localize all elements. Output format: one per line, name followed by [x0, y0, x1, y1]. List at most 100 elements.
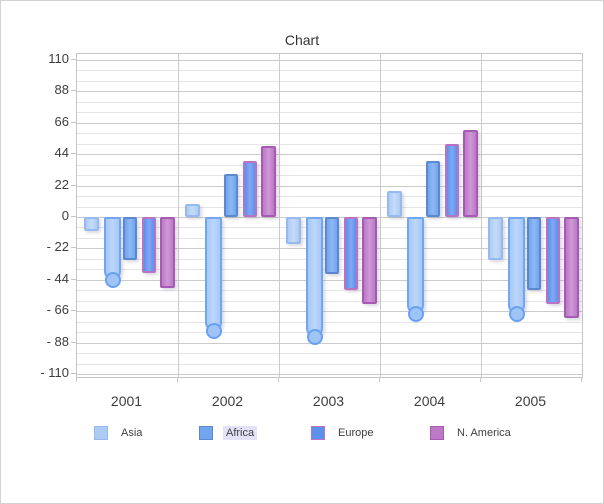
- minor-gridline: [77, 80, 582, 82]
- bar-europe-2001[interactable]: [142, 217, 156, 273]
- major-gridline: [77, 279, 582, 281]
- legend-label: Europe: [338, 427, 374, 439]
- y-axis-tick: [71, 184, 76, 186]
- legend-label: N. America: [457, 427, 511, 439]
- legend-item-asia[interactable]: Asia: [94, 426, 145, 440]
- category-separator-line: [279, 54, 280, 377]
- bar-cap-circle: [104, 271, 121, 288]
- chart-title: Chart: [284, 32, 320, 48]
- major-gridline: [77, 311, 582, 313]
- y-axis-tick: [71, 310, 76, 312]
- x-axis-label: 2004: [413, 393, 446, 409]
- bar-n-america-2003[interactable]: [362, 217, 377, 305]
- category-separator-line: [481, 54, 482, 377]
- minor-gridline: [77, 133, 582, 135]
- y-axis-tick: [71, 278, 76, 280]
- y-axis-label: 0: [61, 208, 69, 223]
- x-axis-label: 2005: [514, 393, 547, 409]
- bar-europe-2005[interactable]: [546, 217, 560, 305]
- legend-label: Asia: [121, 427, 143, 439]
- y-axis-tick: [71, 90, 76, 92]
- bar-n-america-2002[interactable]: [261, 145, 276, 217]
- y-axis-label: 66: [54, 113, 69, 129]
- y-axis-label: 22: [54, 176, 69, 192]
- major-gridline: [77, 342, 582, 344]
- bar-africa-2005[interactable]: [527, 217, 541, 290]
- bar-unlabeled-2004[interactable]: [407, 217, 424, 315]
- bar-n-america-2005[interactable]: [564, 217, 579, 319]
- legend-item-n-america[interactable]: N. America: [430, 426, 514, 440]
- bar-unlabeled-2003[interactable]: [306, 217, 323, 337]
- x-axis-tick: [177, 377, 178, 382]
- bar-asia-2001[interactable]: [84, 217, 99, 232]
- bar-asia-2003[interactable]: [286, 217, 301, 245]
- bar-unlabeled-2005[interactable]: [508, 217, 525, 315]
- major-gridline: [77, 185, 582, 187]
- minor-gridline: [77, 70, 582, 72]
- minor-gridline: [77, 290, 582, 292]
- y-axis-tick: [71, 216, 76, 217]
- y-axis-tick: [71, 247, 76, 249]
- bar-cap-circle: [508, 306, 525, 323]
- bar-cap-circle: [306, 328, 323, 345]
- x-axis-tick: [480, 377, 481, 382]
- bar-cap-circle: [205, 323, 222, 340]
- category-separator-line: [178, 54, 179, 377]
- y-axis-tick: [71, 58, 76, 60]
- y-axis-label: - 22: [46, 239, 69, 255]
- bar-europe-2002[interactable]: [243, 161, 257, 217]
- bar-cap-circle: [407, 306, 424, 323]
- minor-gridline: [77, 332, 582, 334]
- bar-africa-2001[interactable]: [123, 217, 137, 260]
- minor-gridline: [77, 164, 582, 166]
- bar-unlabeled-2002[interactable]: [205, 217, 222, 332]
- legend-item-europe[interactable]: Europe: [311, 426, 376, 440]
- bar-unlabeled-2001[interactable]: [104, 217, 121, 280]
- y-axis-label: 88: [54, 82, 69, 98]
- minor-gridline: [77, 175, 582, 177]
- x-axis-tick: [278, 377, 279, 382]
- bar-n-america-2001[interactable]: [160, 217, 175, 289]
- major-gridline: [77, 374, 582, 375]
- y-axis-label: - 88: [46, 333, 69, 349]
- y-axis-tick: [71, 121, 76, 123]
- legend-label: Africa: [223, 426, 258, 440]
- minor-gridline: [77, 300, 582, 302]
- category-separator-line: [380, 54, 381, 377]
- legend-swatch-africa: [199, 426, 213, 440]
- bar-africa-2004[interactable]: [426, 161, 440, 217]
- minor-gridline: [77, 143, 582, 145]
- bar-europe-2004[interactable]: [445, 144, 459, 217]
- bar-asia-2005[interactable]: [488, 217, 503, 260]
- major-gridline: [77, 154, 582, 156]
- minor-gridline: [77, 101, 582, 103]
- y-axis-label: 110: [48, 50, 69, 66]
- legend-item-africa[interactable]: Africa: [199, 426, 258, 440]
- bar-africa-2003[interactable]: [325, 217, 339, 275]
- minor-gridline: [77, 196, 582, 198]
- y-axis-label: - 110: [40, 365, 69, 380]
- y-axis-label: - 44: [46, 270, 69, 286]
- legend-swatch-n-america: [430, 426, 444, 440]
- x-axis-tick: [76, 377, 77, 382]
- minor-gridline: [77, 363, 582, 365]
- y-axis-label: - 66: [46, 302, 69, 318]
- minor-gridline: [77, 112, 582, 114]
- y-axis-tick: [71, 153, 76, 155]
- major-gridline: [77, 122, 582, 124]
- minor-gridline: [77, 206, 582, 208]
- bar-asia-2004[interactable]: [387, 191, 402, 217]
- x-axis-label: 2003: [312, 393, 345, 409]
- bar-africa-2002[interactable]: [224, 174, 238, 217]
- major-gridline: [77, 59, 582, 61]
- bar-n-america-2004[interactable]: [463, 129, 478, 217]
- x-axis-tick: [581, 377, 582, 382]
- minor-gridline: [77, 321, 582, 323]
- legend-swatch-europe: [311, 426, 325, 440]
- x-axis-label: 2002: [211, 393, 244, 409]
- x-axis-tick: [379, 377, 380, 382]
- bar-europe-2003[interactable]: [344, 217, 358, 290]
- x-axis-label: 2001: [110, 393, 143, 409]
- bar-asia-2002[interactable]: [185, 204, 200, 217]
